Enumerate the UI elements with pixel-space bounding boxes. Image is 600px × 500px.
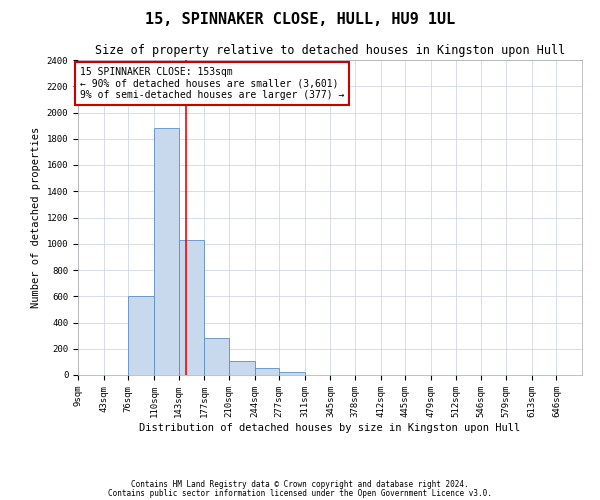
Y-axis label: Number of detached properties: Number of detached properties xyxy=(31,127,41,308)
Text: 15 SPINNAKER CLOSE: 153sqm
← 90% of detached houses are smaller (3,601)
9% of se: 15 SPINNAKER CLOSE: 153sqm ← 90% of deta… xyxy=(80,66,344,100)
Text: Contains HM Land Registry data © Crown copyright and database right 2024.: Contains HM Land Registry data © Crown c… xyxy=(131,480,469,489)
Bar xyxy=(204,338,229,375)
Bar xyxy=(254,368,279,375)
Bar xyxy=(179,240,204,375)
Bar xyxy=(279,372,305,375)
X-axis label: Distribution of detached houses by size in Kingston upon Hull: Distribution of detached houses by size … xyxy=(139,422,521,432)
Text: Contains public sector information licensed under the Open Government Licence v3: Contains public sector information licen… xyxy=(108,490,492,498)
Bar xyxy=(154,128,179,375)
Bar xyxy=(128,296,154,375)
Bar xyxy=(229,360,254,375)
Title: Size of property relative to detached houses in Kingston upon Hull: Size of property relative to detached ho… xyxy=(95,44,565,58)
Text: 15, SPINNAKER CLOSE, HULL, HU9 1UL: 15, SPINNAKER CLOSE, HULL, HU9 1UL xyxy=(145,12,455,28)
